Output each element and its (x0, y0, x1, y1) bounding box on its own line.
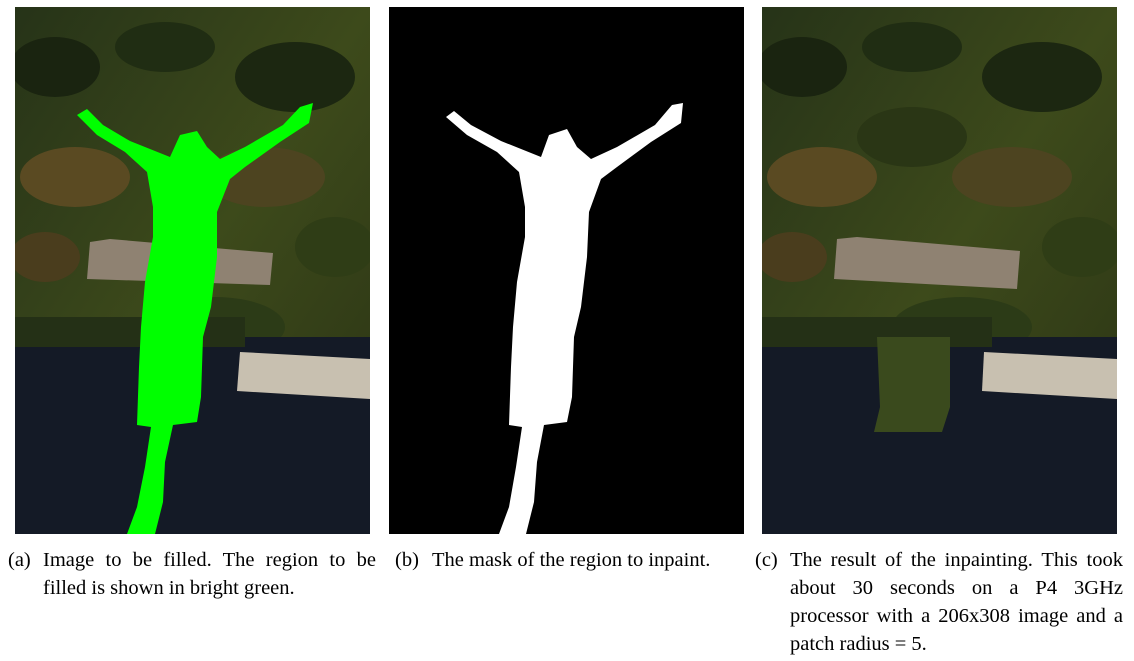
roof (834, 237, 1020, 289)
mask-image (389, 7, 744, 534)
dock (982, 352, 1117, 399)
dock (237, 352, 370, 399)
filled-region (874, 337, 950, 432)
photo-panel-original-with-mask (15, 7, 370, 534)
caption-text: Image to be filled. The region to be fil… (43, 549, 376, 599)
mask-region (77, 103, 313, 534)
caption-text: The mask of the region to inpaint. (432, 549, 711, 571)
caption-label: (a) (8, 549, 31, 571)
mask-shape (446, 103, 683, 534)
caption-label: (b) (395, 549, 419, 571)
caption-text: The result of the inpainting. This took … (790, 549, 1123, 655)
aerial-photo-result (762, 7, 1117, 534)
caption-label: (c) (755, 549, 778, 571)
aerial-photo-original (15, 7, 370, 534)
mask-panel (389, 7, 744, 534)
photo-panel-inpainted-result (762, 7, 1117, 534)
